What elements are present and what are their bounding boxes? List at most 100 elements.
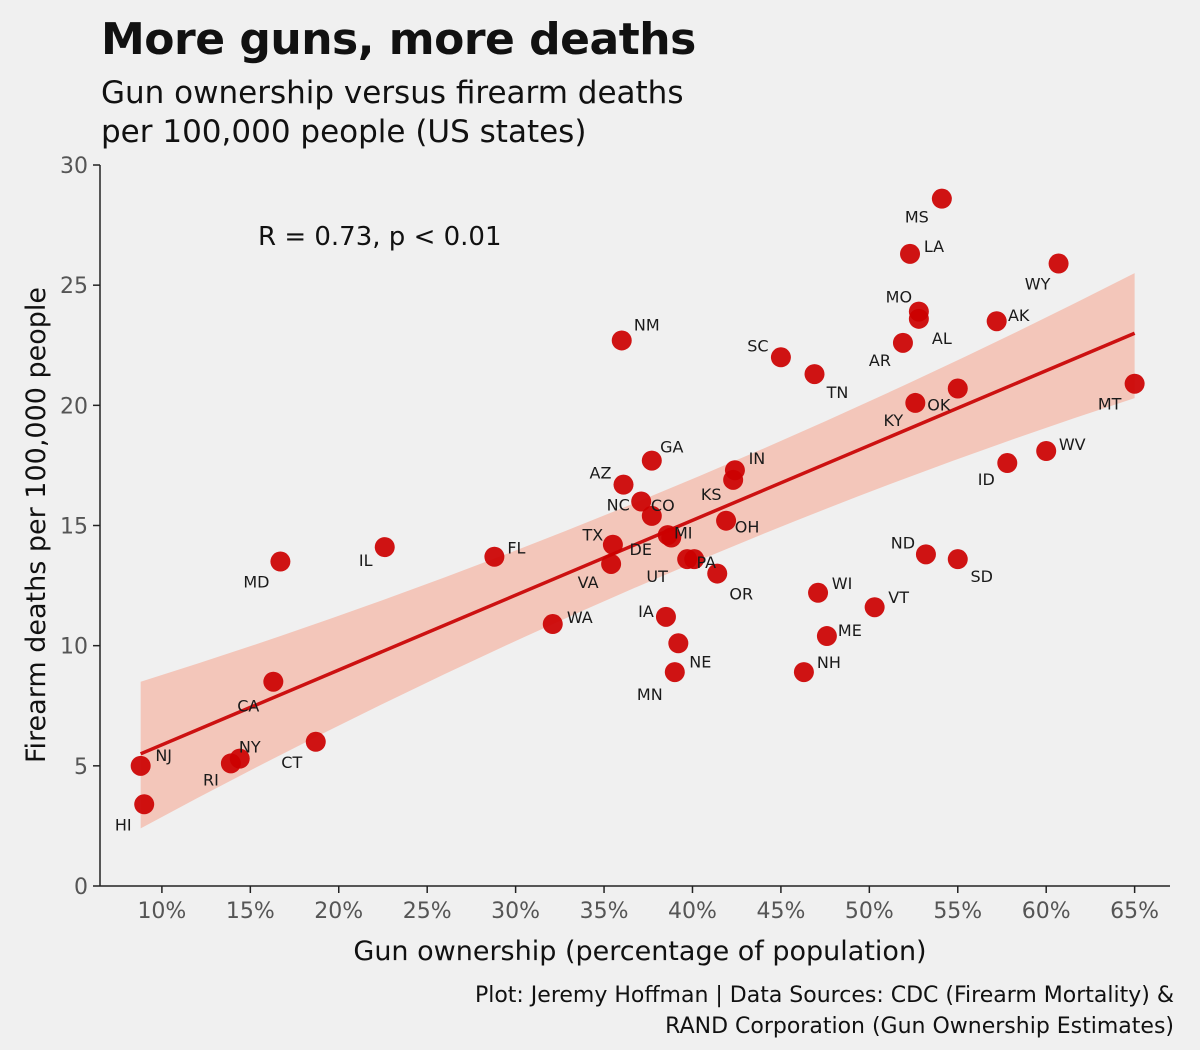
point-wa — [542, 614, 563, 635]
point-label-ky: KY — [883, 411, 903, 430]
x-axis-title: Gun ownership (percentage of population) — [353, 936, 926, 967]
point-label-ct: CT — [281, 753, 302, 772]
point-label-hi: HI — [115, 815, 132, 834]
point-nd — [915, 544, 936, 565]
point-ia — [655, 606, 676, 627]
point-ks — [723, 469, 744, 490]
point-va — [601, 553, 622, 574]
point-md — [270, 551, 291, 572]
point-label-ms: MS — [905, 208, 929, 227]
chart-title: More guns, more deaths — [101, 14, 696, 65]
point-sc — [770, 347, 791, 368]
point-al — [908, 308, 929, 329]
confidence-band — [140, 273, 1135, 829]
point-mt — [1124, 373, 1145, 394]
points-layer — [130, 188, 1145, 815]
point-label-ny: NY — [239, 738, 261, 757]
point-la — [900, 243, 921, 264]
point-ca — [263, 671, 284, 692]
y-tick-label: 10 — [60, 635, 88, 660]
point-label-sd: SD — [971, 567, 993, 586]
point-label-la: LA — [924, 237, 944, 256]
point-label-vt: VT — [888, 588, 909, 607]
trend-line-layer — [139, 331, 1136, 756]
point-label-co: CO — [651, 496, 675, 515]
point-tn — [804, 364, 825, 385]
point-label-mo: MO — [886, 288, 912, 307]
trend-line — [139, 331, 1136, 756]
point-label-ks: KS — [701, 485, 722, 504]
point-label-id: ID — [978, 470, 995, 489]
point-label-or: OR — [729, 585, 753, 604]
point-label-sc: SC — [747, 336, 768, 355]
x-tick-label: 10% — [137, 899, 186, 924]
point-hi — [134, 794, 155, 815]
point-mn — [664, 662, 685, 683]
point-label-md: MD — [243, 573, 269, 592]
point-label-wi: WI — [832, 574, 853, 593]
point-ky — [905, 392, 926, 413]
point-label-nd: ND — [891, 533, 915, 552]
subtitle-line-2: per 100,000 people (US states) — [101, 114, 587, 150]
x-tick-label: 60% — [1022, 899, 1071, 924]
point-label-nh: NH — [817, 653, 841, 672]
point-label-nc: NC — [607, 495, 630, 514]
y-tick-label: 0 — [74, 875, 88, 900]
point-label-wv: WV — [1059, 435, 1086, 454]
point-ar — [892, 332, 913, 353]
point-wy — [1048, 253, 1069, 274]
point-label-az: AZ — [590, 464, 612, 483]
caption-line-1: Plot: Jeremy Hoffman | Data Sources: CDC… — [474, 983, 1174, 1008]
point-label-tx: TX — [582, 526, 604, 545]
x-tick-label: 30% — [491, 899, 540, 924]
point-label-nj: NJ — [155, 746, 172, 765]
subtitle-line-1: Gun ownership versus firearm deaths — [101, 75, 684, 111]
source-caption: Plot: Jeremy Hoffman | Data Sources: CDC… — [475, 980, 1174, 1042]
point-ak — [986, 311, 1007, 332]
point-label-tn: TN — [826, 383, 849, 402]
point-ms — [931, 188, 952, 209]
point-ut — [677, 549, 698, 570]
point-label-al: AL — [932, 329, 952, 348]
confidence-band-layer — [140, 273, 1135, 829]
point-label-wa: WA — [567, 608, 593, 627]
y-tick-label: 20 — [60, 394, 88, 419]
point-label-ne: NE — [689, 652, 711, 671]
point-ri — [220, 753, 241, 774]
point-label-nm: NM — [634, 315, 660, 334]
y-tick-label: 15 — [60, 515, 88, 540]
point-label-ia: IA — [638, 602, 654, 621]
point-label-il: IL — [359, 551, 373, 570]
point-sd — [947, 549, 968, 570]
point-nj — [130, 755, 151, 776]
point-label-de: DE — [630, 540, 652, 559]
point-nm — [611, 330, 632, 351]
point-label-oh: OH — [735, 518, 760, 537]
point-label-ga: GA — [660, 438, 683, 457]
x-tick-label: 35% — [580, 899, 629, 924]
point-label-ar: AR — [869, 351, 891, 370]
point-label-me: ME — [838, 621, 862, 640]
y-axis-title: Firearm deaths per 100,000 people — [21, 287, 52, 763]
x-tick-label: 55% — [933, 899, 982, 924]
point-ga — [641, 450, 662, 471]
point-nh — [793, 662, 814, 683]
point-label-ca: CA — [237, 697, 259, 716]
point-label-fl: FL — [507, 539, 525, 558]
point-or — [707, 563, 728, 584]
point-label-mt: MT — [1098, 395, 1122, 414]
point-az — [613, 474, 634, 495]
x-tick-label: 25% — [403, 899, 452, 924]
point-tx — [602, 534, 623, 555]
point-wi — [808, 582, 829, 603]
point-oh — [716, 510, 737, 531]
x-tick-label: 20% — [314, 899, 363, 924]
point-me — [816, 626, 837, 647]
point-ne — [668, 633, 689, 654]
point-il — [374, 537, 395, 558]
point-de — [657, 525, 678, 546]
point-label-wy: WY — [1025, 275, 1051, 294]
point-label-mn: MN — [637, 685, 663, 704]
y-tick-label: 30 — [60, 154, 88, 179]
